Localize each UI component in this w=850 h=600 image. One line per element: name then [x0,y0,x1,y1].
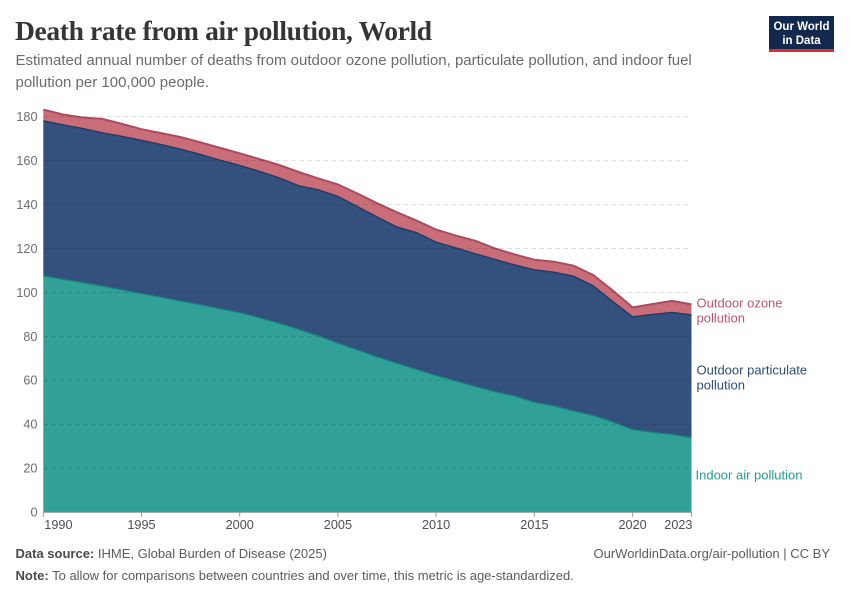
svg-text:140: 140 [16,198,37,212]
svg-text:Outdoor particulate: Outdoor particulate [697,363,808,378]
svg-text:Outdoor ozone: Outdoor ozone [697,296,783,311]
svg-text:2010: 2010 [422,518,450,532]
svg-text:180: 180 [16,110,37,124]
svg-text:100: 100 [16,286,37,300]
svg-text:160: 160 [16,154,37,168]
svg-text:80: 80 [23,330,37,344]
svg-text:2023: 2023 [664,518,692,532]
svg-text:20: 20 [23,462,37,476]
svg-text:0: 0 [30,506,37,520]
svg-text:2000: 2000 [226,518,254,532]
svg-text:1995: 1995 [127,518,155,532]
svg-text:1990: 1990 [44,518,72,532]
svg-text:pollution: pollution [697,378,745,393]
svg-text:60: 60 [23,374,37,388]
svg-text:40: 40 [23,418,37,432]
svg-text:2020: 2020 [618,518,646,532]
svg-text:Indoor air pollution: Indoor air pollution [696,468,803,483]
svg-text:pollution: pollution [697,311,745,326]
svg-text:120: 120 [16,242,37,256]
svg-text:2005: 2005 [324,518,352,532]
svg-text:2015: 2015 [520,518,548,532]
